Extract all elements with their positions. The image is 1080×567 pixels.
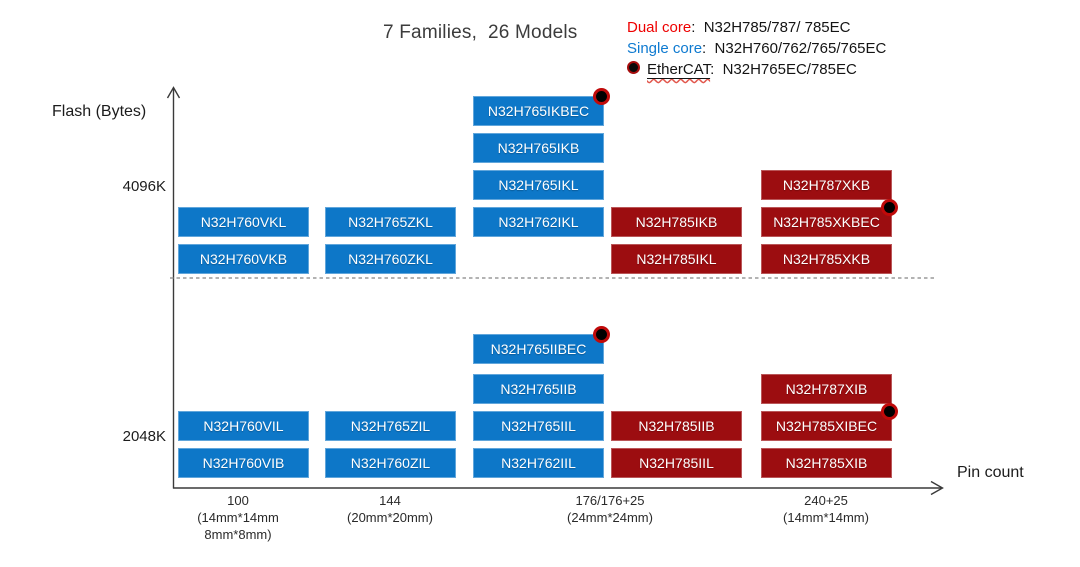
model-box: N32H762IKL xyxy=(473,207,604,237)
legend-ethercat: EtherCAT: N32H765EC/785EC xyxy=(627,59,886,80)
model-box: N32H765IKL xyxy=(473,170,604,200)
x-tick-line: 100 xyxy=(227,493,249,508)
model-box: N32H765ZKL xyxy=(325,207,456,237)
x-tick-line: 176/176+25 xyxy=(575,493,645,508)
model-box: N32H760ZIL xyxy=(325,448,456,478)
model-box: N32H765IIB xyxy=(473,374,604,404)
ethercat-models: : N32H765EC/785EC xyxy=(710,61,857,78)
ethercat-dot-icon xyxy=(881,403,898,420)
ethercat-label-underline: EtherCAT xyxy=(647,61,710,78)
ethercat-dot-icon xyxy=(627,61,640,74)
model-box: N32H765ZIL xyxy=(325,411,456,441)
ethercat-dot-icon xyxy=(593,88,610,105)
y-tick-2048k: 2048K xyxy=(122,428,166,445)
model-box: N32H760VKB xyxy=(178,244,309,274)
model-box: N32H785XKB xyxy=(761,244,892,274)
model-box: N32H787XKB xyxy=(761,170,892,200)
x-tick-line: 240+25 xyxy=(804,493,848,508)
ethercat-label: EtherCAT xyxy=(647,61,711,78)
ethercat-dot-icon xyxy=(593,326,610,343)
model-box: N32H760VIB xyxy=(178,448,309,478)
x-tick-240: 240+25 (14mm*14mm) xyxy=(716,492,936,526)
x-tick-line: (14mm*14mm) xyxy=(783,510,869,525)
dual-core-models: : N32H785/787/ 785EC xyxy=(691,19,851,36)
legend: Dual core: N32H785/787/ 785EC Single cor… xyxy=(627,17,886,80)
x-tick-line: 8mm*8mm) xyxy=(204,527,272,542)
legend-single-core: Single core: N32H760/762/765/765EC xyxy=(627,38,886,59)
x-tick-line: 144 xyxy=(379,493,401,508)
y-axis-title: Flash (Bytes) xyxy=(52,103,147,120)
x-tick-line: (24mm*24mm) xyxy=(567,510,653,525)
ethercat-dot-icon xyxy=(881,199,898,216)
chart-title: 7 Families, 26 Models xyxy=(383,22,578,43)
model-box: N32H760VIL xyxy=(178,411,309,441)
dual-core-label: Dual core xyxy=(627,19,692,36)
x-tick-144: 144 (20mm*20mm) xyxy=(280,492,500,526)
model-box: N32H762IIL xyxy=(473,448,604,478)
x-tick-line: (20mm*20mm) xyxy=(347,510,433,525)
model-box: N32H765IKBEC xyxy=(473,88,610,126)
y-axis-arrow-icon xyxy=(166,86,181,99)
model-box: N32H785XIBEC xyxy=(761,403,898,441)
model-box: N32H760ZKL xyxy=(325,244,456,274)
model-box: N32H765IKB xyxy=(473,133,604,163)
x-tick-176: 176/176+25 (24mm*24mm) xyxy=(500,492,720,526)
model-box: N32H785IIL xyxy=(611,448,742,478)
x-tick-100: 100 (14mm*14mm 8mm*8mm) xyxy=(128,492,348,543)
x-axis-title: Pin count xyxy=(957,464,1024,481)
single-core-label: Single core xyxy=(627,40,703,57)
single-core-models: : N32H760/762/765/765EC xyxy=(702,40,887,57)
model-box: N32H785IIB xyxy=(611,411,742,441)
model-box: N32H785IKL xyxy=(611,244,742,274)
model-box: N32H785IKB xyxy=(611,207,742,237)
model-box: N32H785XIB xyxy=(761,448,892,478)
model-box: N32H765IIL xyxy=(473,411,604,441)
x-tick-line: (14mm*14mm xyxy=(197,510,279,525)
model-box: N32H760VKL xyxy=(178,207,309,237)
legend-dual-core: Dual core: N32H785/787/ 785EC xyxy=(627,17,886,38)
y-tick-4096k: 4096K xyxy=(122,178,166,195)
model-box: N32H785XKBEC xyxy=(761,199,898,237)
model-box: N32H787XIB xyxy=(761,374,892,404)
model-box: N32H765IIBEC xyxy=(473,326,610,364)
